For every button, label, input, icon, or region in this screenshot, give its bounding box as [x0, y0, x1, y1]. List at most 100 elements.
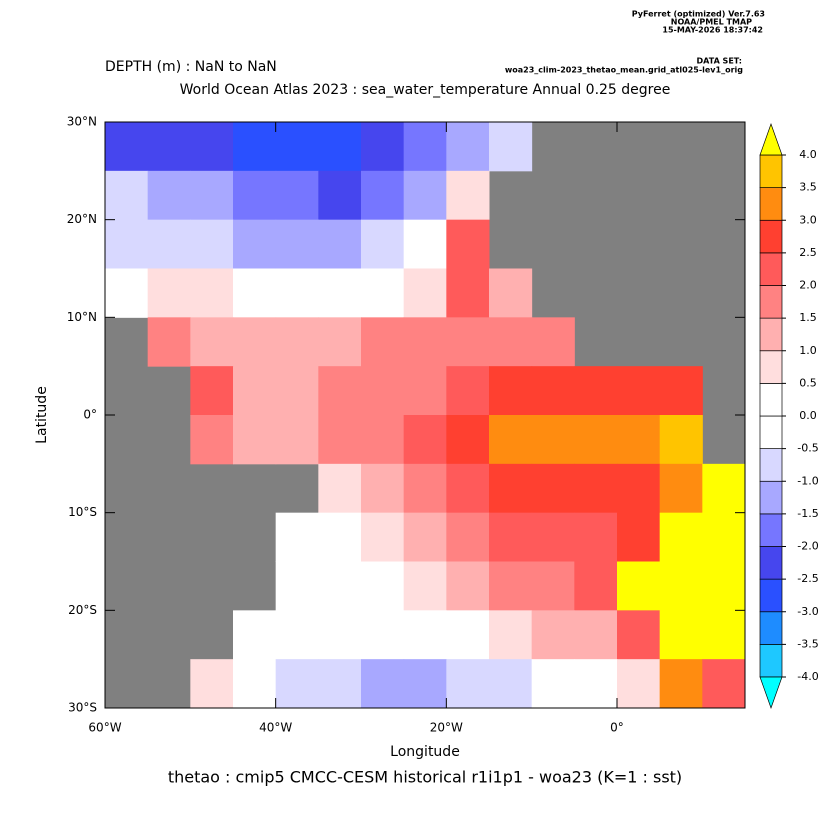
- cell: [446, 415, 490, 465]
- colorbar-bin: [759, 383, 783, 417]
- cell: [190, 366, 234, 416]
- x-tick-label: 40°W: [259, 721, 292, 735]
- cell: [531, 415, 575, 465]
- cell: [574, 561, 618, 611]
- cell: [446, 561, 490, 611]
- cell: [361, 268, 405, 318]
- cell: [105, 219, 149, 269]
- colorbar-label: 3.5: [799, 181, 817, 194]
- cell: [446, 463, 490, 514]
- cell: [361, 317, 405, 367]
- dataset-label: DATA SET:: [697, 57, 742, 66]
- cell: [659, 463, 703, 514]
- org: NOAA/PMEL TMAP: [671, 18, 752, 27]
- colorbar-bin: [759, 480, 783, 515]
- cell: [489, 122, 533, 172]
- colorbar-bin: [759, 154, 783, 188]
- cell: [318, 512, 362, 562]
- cell: [403, 512, 447, 562]
- cell: [446, 219, 490, 269]
- colorbar-label: -4.0: [797, 670, 818, 683]
- cell: [403, 415, 447, 465]
- cell: [617, 366, 661, 416]
- colorbar-bin: [759, 415, 783, 449]
- cell: [361, 219, 405, 269]
- cell: [275, 366, 319, 416]
- cell: [446, 170, 490, 221]
- cell: [446, 122, 490, 172]
- cell: [617, 512, 661, 562]
- colorbar-label: 4.0: [799, 148, 817, 161]
- cell: [574, 415, 618, 465]
- colorbar-label: -2.5: [797, 572, 818, 585]
- colorbar-label: 2.0: [799, 279, 817, 292]
- cell: [147, 219, 191, 269]
- cell: [659, 512, 703, 562]
- cell: [190, 170, 234, 221]
- cell: [318, 317, 362, 367]
- cell: [574, 610, 618, 660]
- cell: [617, 561, 661, 611]
- cell: [446, 659, 490, 709]
- cell: [190, 122, 234, 172]
- software: PyFerret (optimized) Ver.7.63: [632, 10, 765, 19]
- footer: thetao : cmip5 CMCC-CESM historical r1i1…: [168, 768, 682, 787]
- cell: [489, 268, 533, 318]
- cell: [574, 463, 618, 514]
- colorbar-bin: [759, 644, 783, 678]
- cell: [531, 463, 575, 514]
- cell: [233, 610, 277, 660]
- cell: [702, 610, 746, 660]
- colorbar-bin: [759, 350, 783, 384]
- y-tick-label: 20°N: [67, 212, 97, 226]
- cell: [318, 268, 362, 318]
- cell: [361, 561, 405, 611]
- cell: [403, 610, 447, 660]
- cell: [446, 610, 490, 660]
- cell: [147, 268, 191, 318]
- cell: [275, 659, 319, 709]
- y-tick-label: 10°S: [68, 505, 97, 519]
- x-tick-label: 0°: [610, 721, 624, 735]
- cell: [531, 561, 575, 611]
- cell: [318, 415, 362, 465]
- chart-subtitle: DEPTH (m) : NaN to NaN: [105, 59, 277, 75]
- cell: [190, 317, 234, 367]
- cell: [489, 561, 533, 611]
- cell: [702, 463, 746, 514]
- cell: [233, 219, 277, 269]
- cell: [361, 366, 405, 416]
- colorbar-label: -0.5: [797, 442, 818, 455]
- cell: [489, 610, 533, 660]
- colorbar-label: -2.0: [797, 540, 818, 553]
- cell: [489, 366, 533, 416]
- cell: [574, 659, 618, 709]
- y-axis-label: Latitude: [34, 386, 50, 444]
- cell: [318, 122, 362, 172]
- colorbar-label: 1.5: [799, 311, 817, 324]
- x-tick-label: 20°W: [430, 721, 463, 735]
- cell: [531, 659, 575, 709]
- cell: [105, 268, 149, 318]
- colorbar-bin: [759, 611, 783, 645]
- colorbar-bin: [759, 252, 783, 286]
- cell: [275, 268, 319, 318]
- cell: [190, 219, 234, 269]
- y-tick-label: 10°N: [67, 310, 97, 324]
- cell: [105, 122, 149, 172]
- colorbar-label: -3.5: [797, 637, 818, 650]
- colorbar-label: 3.0: [799, 213, 817, 226]
- y-tick-label: 30°N: [67, 115, 97, 129]
- cell: [403, 366, 447, 416]
- cell: [574, 512, 618, 562]
- dataset: woa23_clim-2023_thetao_mean.grid_atl025-…: [505, 66, 743, 75]
- cell: [318, 659, 362, 709]
- cell: [233, 122, 277, 172]
- cell: [361, 512, 405, 562]
- cell: [531, 366, 575, 416]
- cell: [233, 659, 277, 709]
- cell: [617, 659, 661, 709]
- cell: [574, 366, 618, 416]
- cell: [403, 170, 447, 221]
